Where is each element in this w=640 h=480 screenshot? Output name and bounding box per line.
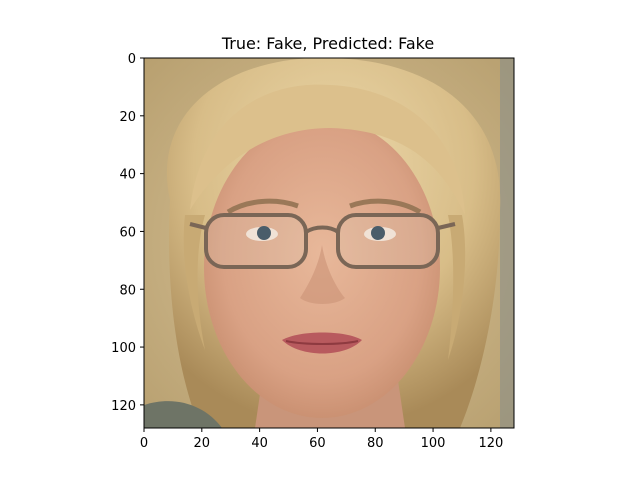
y-tick-label: 0 bbox=[128, 52, 136, 67]
x-tick-label: 0 bbox=[140, 436, 148, 451]
x-tick-label: 120 bbox=[478, 436, 503, 451]
face-image bbox=[144, 58, 514, 428]
y-tick-label: 120 bbox=[111, 399, 136, 414]
y-axis: 0 20 40 60 80 100 120 bbox=[111, 52, 144, 414]
x-tick-label: 40 bbox=[251, 436, 268, 451]
y-tick-label: 80 bbox=[119, 283, 136, 298]
x-tick-label: 60 bbox=[309, 436, 326, 451]
x-axis: 0 20 40 60 80 100 120 bbox=[140, 428, 503, 451]
y-tick-label: 20 bbox=[119, 110, 136, 125]
x-tick-label: 20 bbox=[194, 436, 211, 451]
x-tick-label: 80 bbox=[367, 436, 384, 451]
axes-frame bbox=[143, 57, 515, 429]
x-tick-label: 100 bbox=[421, 436, 446, 451]
plot-title: True: Fake, Predicted: Fake bbox=[221, 34, 434, 53]
y-tick-label: 40 bbox=[119, 168, 136, 183]
y-tick-label: 100 bbox=[111, 341, 136, 356]
y-tick-label: 60 bbox=[119, 225, 136, 240]
